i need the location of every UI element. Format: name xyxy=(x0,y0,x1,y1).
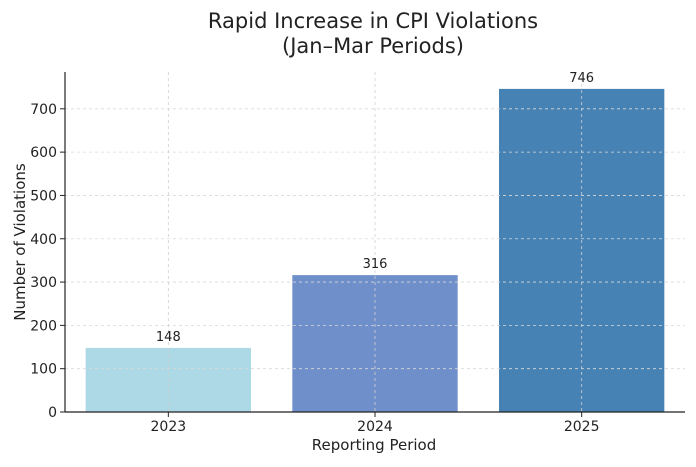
y-axis-label: Number of Violations xyxy=(11,163,29,321)
bars xyxy=(85,88,665,412)
x-tick-label: 2024 xyxy=(357,419,393,435)
data-label: 316 xyxy=(363,257,388,272)
bar-2025 xyxy=(499,88,665,412)
data-label: 746 xyxy=(569,71,594,86)
y-tick-label: 400 xyxy=(30,232,57,248)
y-tick-label: 600 xyxy=(30,145,57,161)
grid xyxy=(65,72,685,412)
chart-title-line-2: (Jan–Mar Periods) xyxy=(282,34,464,58)
x-tick-label: 2023 xyxy=(151,419,187,435)
data-labels: 148 316 746 xyxy=(156,71,594,345)
y-tick-label: 200 xyxy=(30,318,57,334)
y-tick-label: 500 xyxy=(30,188,57,204)
chart-title-line-1: Rapid Increase in CPI Violations xyxy=(208,9,538,33)
y-tick-label: 0 xyxy=(48,405,57,421)
x-axis-ticks: 2023 2024 2025 xyxy=(151,412,600,435)
y-axis-ticks: 0 100 200 300 400 500 600 700 xyxy=(30,102,65,421)
y-tick-label: 300 xyxy=(30,275,57,291)
x-tick-label: 2025 xyxy=(564,419,600,435)
y-tick-label: 100 xyxy=(30,362,57,378)
x-axis-label: Reporting Period xyxy=(312,436,436,454)
data-label: 148 xyxy=(156,330,181,345)
y-tick-label: 700 xyxy=(30,102,57,118)
